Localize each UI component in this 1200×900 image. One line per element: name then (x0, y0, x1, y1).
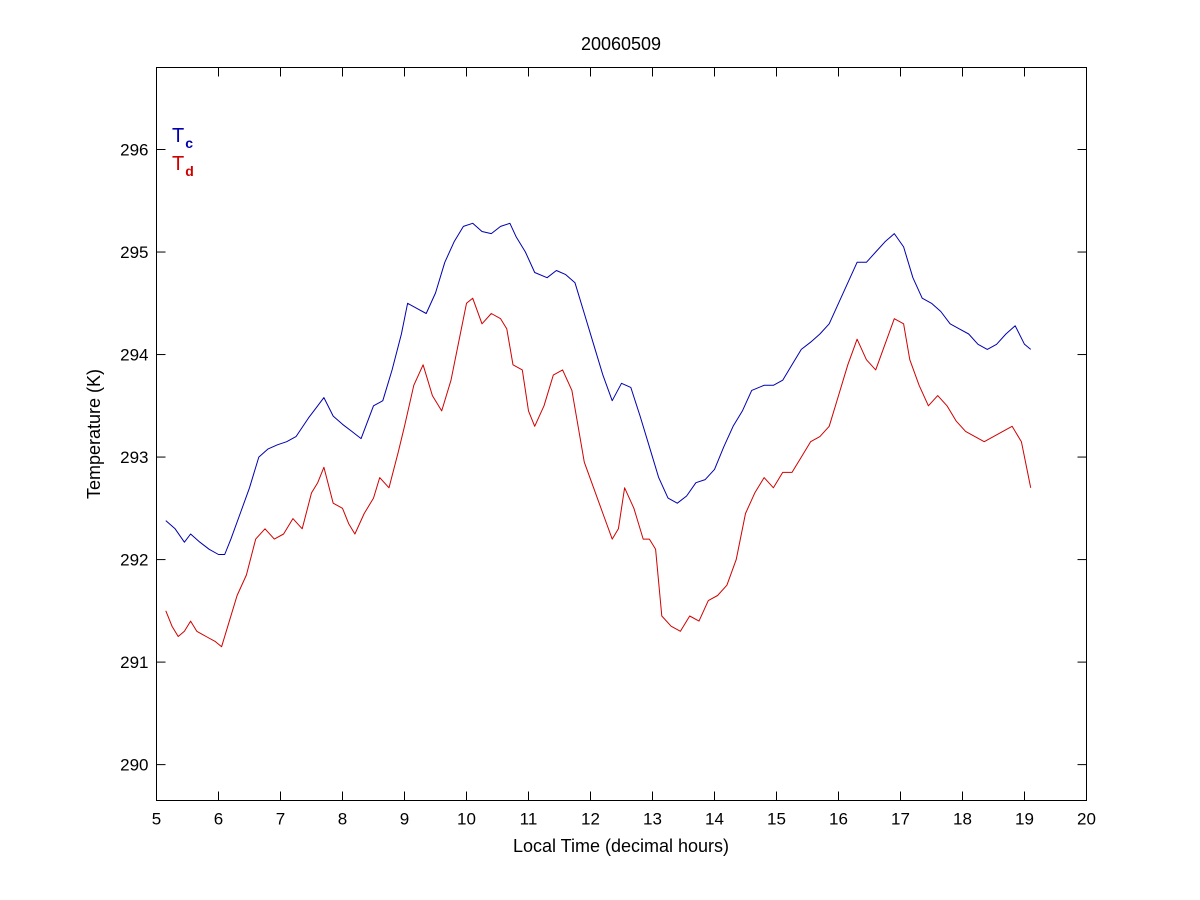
ticks-group: 5 6 7 8 9 10 11 12 13 14 15 16 17 18 19 20 290 291 292 293 2… (120, 67, 1096, 829)
x-tick-label: 9 (400, 810, 409, 829)
legend-label-main: T (172, 153, 184, 175)
series-group (165, 222, 1032, 648)
legend-label-sub: d (185, 163, 194, 179)
x-tick-label: 12 (581, 810, 600, 829)
series-line-tc (165, 222, 1032, 555)
legend-entry-td: Td (172, 153, 194, 179)
x-tick-label: 16 (829, 810, 848, 829)
x-tick-label: 10 (457, 810, 476, 829)
x-tick-label: 5 (152, 810, 161, 829)
legend-entry-tc: Tc (172, 125, 193, 151)
x-tick-label: 14 (705, 810, 724, 829)
y-tick-label: 296 (120, 141, 148, 160)
y-tick-label: 294 (120, 346, 148, 365)
x-tick-label: 20 (1077, 810, 1096, 829)
legend-label-main: T (172, 125, 184, 147)
x-tick-label: 18 (953, 810, 972, 829)
x-tick-label: 17 (891, 810, 910, 829)
series-line-td (165, 297, 1032, 648)
y-tick-label: 295 (120, 243, 148, 262)
x-axis-label: Local Time (decimal hours) (513, 836, 729, 856)
x-tick-label: 15 (767, 810, 786, 829)
x-tick-label: 13 (643, 810, 662, 829)
y-tick-label: 291 (120, 653, 148, 672)
y-tick-label: 290 (120, 756, 148, 775)
plot-area (156, 67, 1087, 801)
y-axis-label: Temperature (K) (84, 369, 104, 499)
x-tick-label: 6 (214, 810, 223, 829)
x-tick-label: 19 (1015, 810, 1034, 829)
legend-label-sub: c (185, 135, 193, 151)
x-tick-label: 8 (338, 810, 347, 829)
y-tick-label: 293 (120, 448, 148, 467)
chart-title: 20060509 (581, 34, 661, 54)
x-tick-label: 7 (276, 810, 285, 829)
y-tick-label: 292 (120, 551, 148, 570)
x-tick-label: 11 (520, 810, 538, 829)
